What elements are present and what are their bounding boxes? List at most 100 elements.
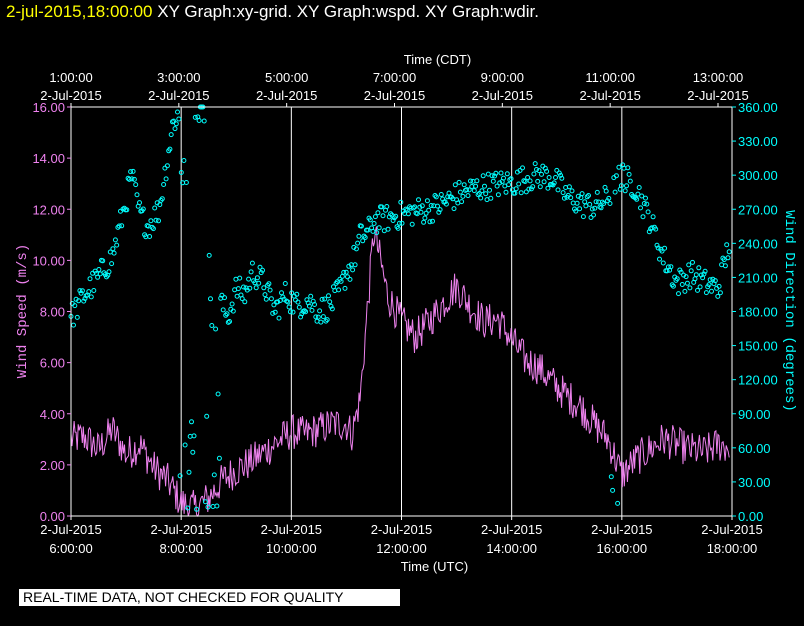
wind-direction-point [352,262,358,268]
wind-direction-point [81,298,87,304]
wind-direction-point [593,199,599,205]
wind-direction-point [412,204,418,210]
wind-direction-point [306,303,312,309]
wind-direction-point [86,289,92,295]
wind-direction-point [379,204,385,210]
wind-direction-point [164,163,170,169]
wind-direction-point [696,265,702,271]
wind-direction-point [380,213,386,219]
wind-direction-point [721,257,727,263]
wind-direction-point [168,132,174,138]
wind-direction-point [442,199,448,205]
wind-direction-point [137,200,142,206]
wind-direction-point [570,200,576,206]
left-tick-label-0: 0.00 [40,509,65,524]
wind-direction-point [253,285,259,291]
wind-direction-point [147,234,153,239]
wind-direction-point [480,173,486,179]
wind-direction-point [594,189,600,195]
wind-direction-point [234,293,240,299]
wind-direction-point [192,114,198,120]
wind-direction-point [272,309,278,315]
wind-direction-point [601,201,607,206]
wind-direction-point [324,317,330,323]
wind-direction-point [588,215,594,220]
wind-direction-point [358,223,364,229]
wind-direction-point [177,473,183,479]
right-tick-label-4: 120.00 [738,373,778,388]
wind-direction-point [289,290,295,296]
wind-direction-point [246,276,252,282]
wind-direction-point [210,504,216,509]
wind-direction-point [71,322,76,328]
wind-direction-point [638,205,643,211]
wind-direction-point [303,309,309,315]
wind-direction-point [206,252,212,258]
wind-direction-point [707,277,713,283]
wind-direction-point [72,303,78,309]
wind-direction-point [196,118,202,123]
wind-direction-point [695,287,700,293]
wind-direction-point [360,238,366,244]
wind-direction-point [271,302,277,308]
wind-direction-point [111,250,117,256]
wind-direction-point [532,161,538,167]
wind-direction-point [181,158,187,163]
wind-direction-point [341,269,347,275]
top-tick-time-3: 7:00:00 [373,70,416,85]
wind-direction-point [684,280,690,286]
wind-direction-point [471,188,477,194]
wind-direction-point [230,308,236,314]
wind-direction-point [296,304,302,310]
wind-direction-point [703,290,709,296]
wind-direction-point [470,178,476,184]
wind-direction-point [266,281,272,287]
bottom-tick-date-0: 2-Jul-2015 [40,522,101,537]
wind-direction-point [208,296,213,302]
wind-direction-point [399,220,405,226]
wind-direction-point [451,206,457,212]
wind-direction-point [522,179,528,184]
right-tick-label-0: 0.00 [738,509,763,524]
wind-direction-point [256,280,262,286]
wind-direction-point [539,171,544,177]
wind-direction-point [308,293,314,299]
wind-direction-point [495,192,501,198]
wind-direction-point [483,191,489,197]
left-tick-label-8: 16.00 [32,100,65,115]
right-tick-label-2: 60.00 [738,441,771,456]
wind-direction-point [622,188,628,194]
wind-direction-point [544,168,550,174]
wind-direction-point [416,197,421,203]
wind-direction-point [466,187,472,193]
chart-series [68,104,732,517]
wind-direction-point [534,167,539,172]
wind-direction-point [607,201,613,206]
wind-direction-point [319,296,325,302]
wind-direction-point [456,179,462,185]
wind-direction-point [615,500,621,506]
bottom-tick-time-3: 12:00:00 [376,541,427,556]
wind-direction-point [506,182,512,188]
wind-direction-point [376,225,382,231]
wind-direction-point [343,269,349,275]
wind-direction-point [487,187,492,193]
wind-direction-point [566,184,572,190]
wind-direction-point [124,207,130,213]
wind-direction-point [605,198,610,204]
wind-direction-point [409,221,415,227]
bottom-tick-time-0: 6:00:00 [49,541,92,556]
wind-direction-point [518,190,524,196]
wind-direction-point [301,308,307,314]
wind-direction-point [701,271,707,277]
top-tick-date-6: 2-Jul-2015 [687,88,748,103]
wind-direction-point [222,295,227,301]
wind-direction-point [290,309,296,315]
wind-direction-point [350,267,356,273]
wind-direction-point [286,304,292,310]
wind-direction-point [163,176,169,182]
wind-direction-point [279,290,284,296]
wind-direction-point [725,255,731,261]
wind-direction-point [641,201,647,206]
wind-direction-point [693,272,699,278]
